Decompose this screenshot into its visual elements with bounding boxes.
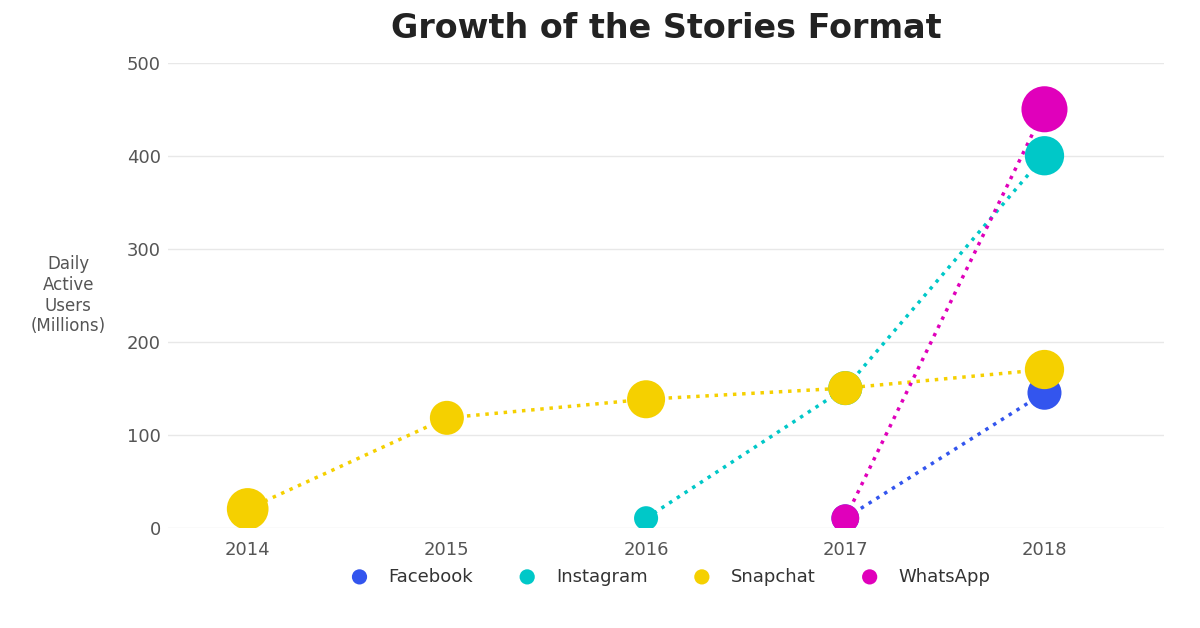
Point	[636, 513, 655, 523]
Point	[437, 413, 456, 423]
Point	[835, 513, 854, 523]
Point	[238, 504, 257, 514]
Point	[835, 513, 854, 523]
Point	[1034, 364, 1054, 374]
Point	[835, 383, 854, 393]
Point	[1034, 387, 1054, 398]
Point	[636, 394, 655, 404]
Point	[1034, 104, 1054, 114]
Y-axis label: Daily
Active
Users
(Millions): Daily Active Users (Millions)	[31, 255, 106, 335]
Point	[835, 383, 854, 393]
Point	[1034, 151, 1054, 161]
Legend: Facebook, Instagram, Snapchat, WhatsApp: Facebook, Instagram, Snapchat, WhatsApp	[335, 560, 997, 593]
Title: Growth of the Stories Format: Growth of the Stories Format	[391, 12, 941, 45]
